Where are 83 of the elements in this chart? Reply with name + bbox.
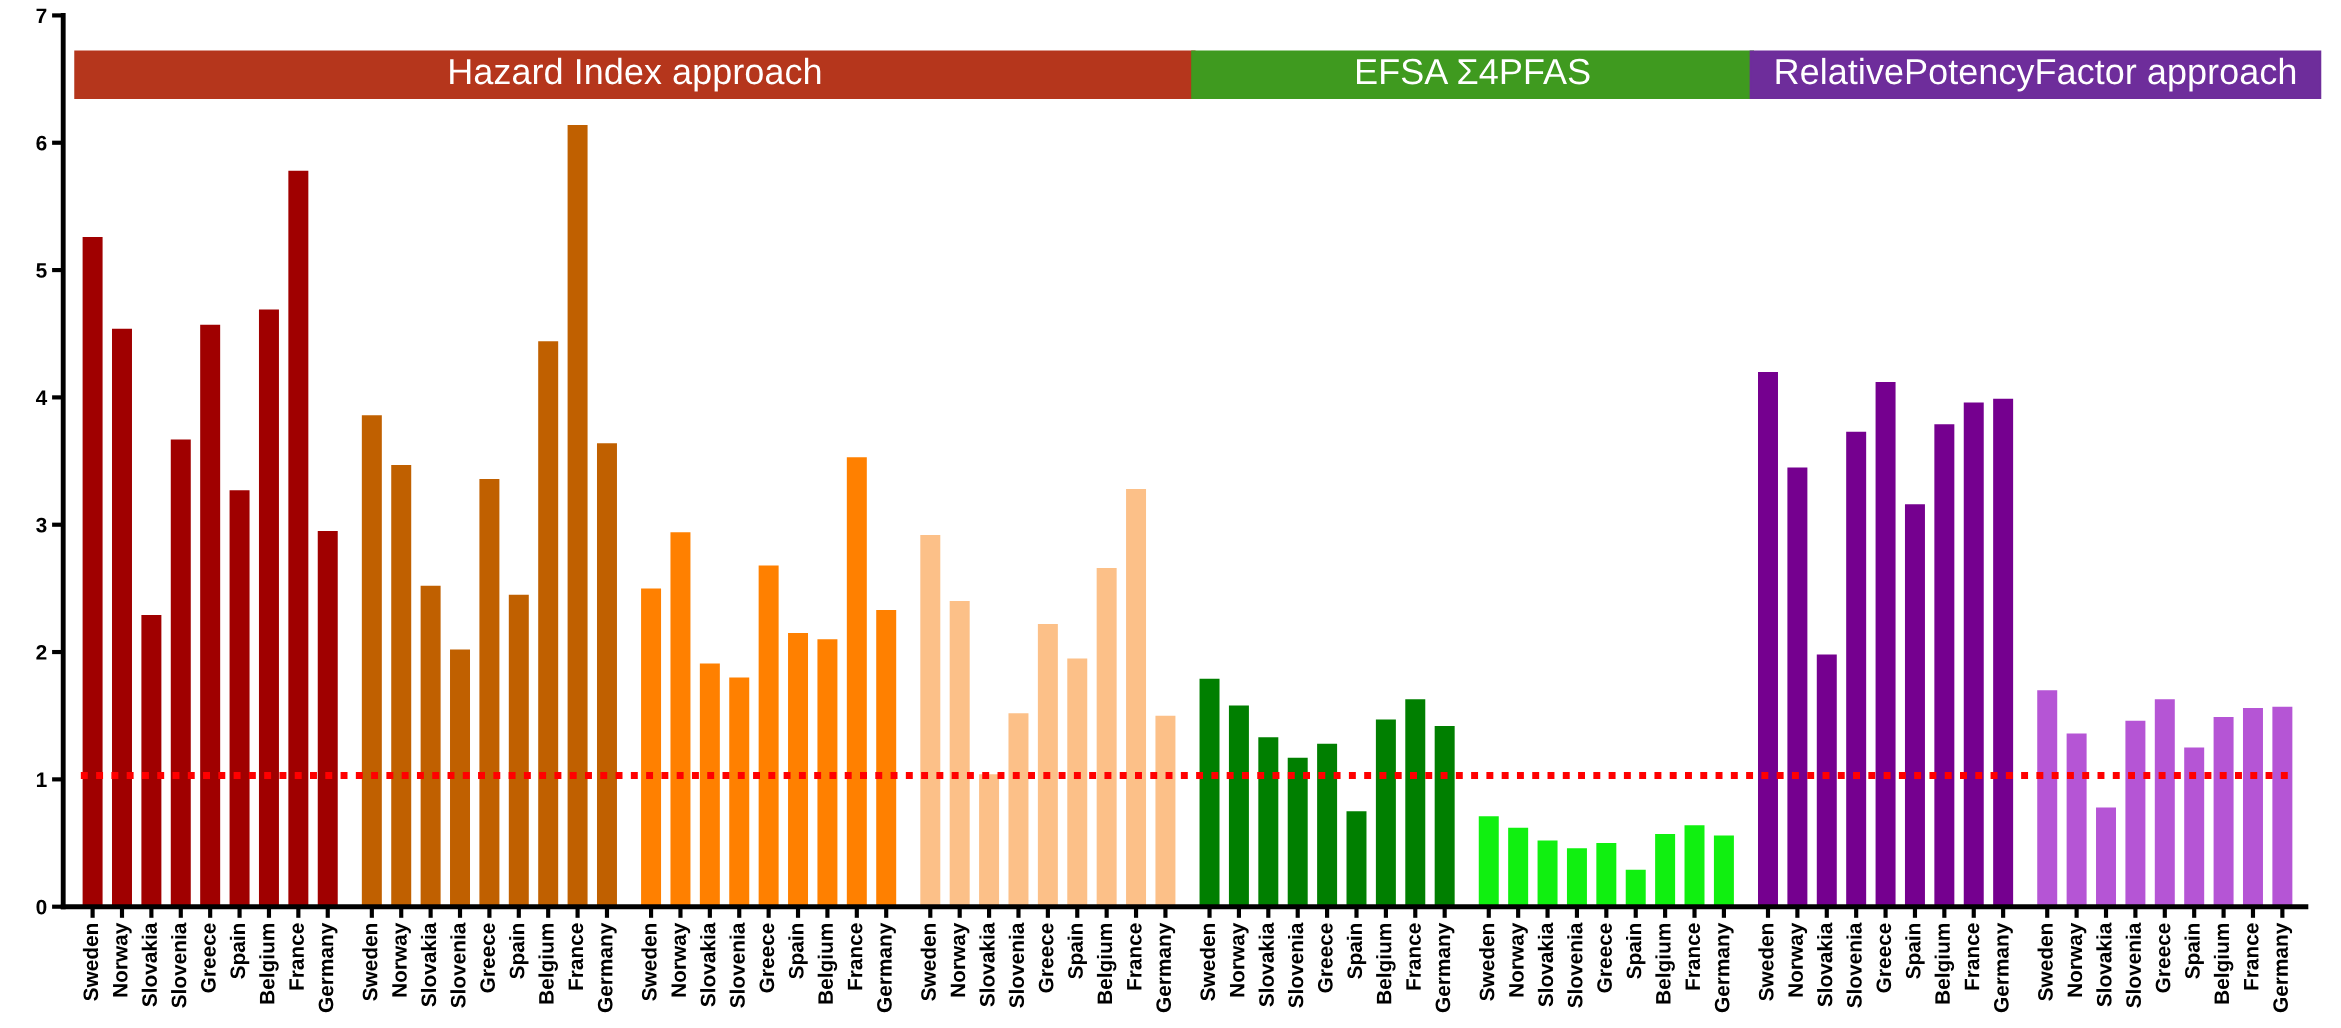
x-tick-label: Slovakia (1817, 922, 1833, 1007)
x-tick-label: Slovenia (1846, 922, 1862, 1008)
x-tick-label: Norway (671, 922, 691, 997)
x-tick-label: France (847, 923, 863, 990)
x-tick-label: Slovakia (979, 922, 995, 1007)
x-tick-label: France (1685, 923, 1701, 990)
x-tick-label: Sweden (2037, 923, 2053, 1001)
y-tick-label: 7 (36, 8, 47, 23)
x-tick-label: Slovakia (1258, 922, 1274, 1007)
x-tick-label: Slovakia (1537, 922, 1554, 1007)
x-tick-label: Belgium (817, 923, 838, 1004)
x-tick-label: Slovakia (141, 922, 157, 1007)
y-tick-label: 2 (36, 645, 47, 660)
y-tick-label: 4 (35, 390, 48, 405)
y-tick-label: 3 (36, 517, 47, 533)
x-tick-label: Slovakia (700, 922, 716, 1007)
x-tick-label: France (568, 923, 584, 990)
x-tick-label: Norway (950, 922, 970, 997)
x-tick-label: Germany (2273, 922, 2293, 1013)
x-tick-label: Slovenia (2125, 922, 2141, 1008)
x-tick-label: Slovakia (2096, 922, 2112, 1007)
x-tick-label: Spain (788, 923, 808, 979)
x-tick-label: Greece (1317, 923, 1333, 993)
x-tick-label: Slovenia (171, 922, 187, 1008)
x-tick-label: Slovenia (1008, 922, 1025, 1008)
x-tick-label: Sweden (82, 923, 99, 1001)
x-tick-label: Slovenia (729, 922, 745, 1008)
x-tick-label: Greece (1876, 923, 1892, 993)
x-tick-label: Belgium (1096, 923, 1117, 1004)
x-tick-label: Norway (2067, 922, 2087, 997)
x-tick-label: Norway (392, 922, 411, 997)
x-tick-label: Slovakia (420, 922, 437, 1007)
x-tick-label: Germany (877, 922, 896, 1013)
x-tick-label: Belgium (1655, 923, 1675, 1004)
x-tick-label: Spain (2184, 923, 2204, 979)
annotation: EFSA Σ4PFAS (1357, 58, 1590, 85)
x-tick-label: Germany (1156, 922, 1176, 1013)
x-tick-label: Belgium (2213, 923, 2234, 1004)
x-tick-label: France (2244, 923, 2259, 990)
x-tick-label: Spain (1346, 923, 1367, 979)
x-tick-label: Germany (1435, 922, 1455, 1013)
x-tick-label: Spain (1626, 923, 1646, 979)
x-tick-label: Belgium (1934, 923, 1955, 1004)
annotation: Hazard Index approach (450, 57, 821, 92)
x-tick-label: Greece (1597, 923, 1612, 993)
x-tick-label: Germany (1714, 922, 1734, 1013)
x-tick-label: Norway (113, 922, 132, 997)
x-tick-label: Spain (1067, 923, 1087, 979)
x-tick-label: France (1406, 923, 1421, 990)
x-tick-label: France (289, 923, 304, 990)
x-tick-label: Spain (509, 923, 529, 979)
x-tick-label: Belgium (538, 923, 558, 1004)
x-tick-label: Sweden (1479, 923, 1495, 1001)
x-tick-label: Slovenia (1288, 922, 1304, 1008)
y-tick-label: 6 (36, 135, 47, 151)
x-tick-label: Belgium (1376, 923, 1396, 1004)
x-tick-label: Germany (318, 922, 338, 1013)
x-tick-label: Spain (229, 923, 250, 979)
x-tick-label: Germany (1993, 922, 2013, 1013)
x-tick-label: Slovenia (450, 922, 466, 1008)
x-tick-label: Slovenia (1567, 922, 1583, 1008)
x-tick-label: Greece (759, 923, 775, 993)
y-tick-label: 5 (36, 263, 47, 278)
x-tick-label: Norway (1788, 922, 1808, 997)
annotation: RelativePotencyFactor approach (1776, 57, 2296, 92)
x-tick-label: Sweden (641, 923, 657, 1001)
x-tick-label: Greece (480, 923, 495, 993)
x-tick-label: Greece (201, 923, 216, 993)
x-tick-label: Spain (1905, 923, 1925, 979)
x-tick-label: France (1964, 923, 1980, 990)
x-tick-label: Sweden (1199, 923, 1216, 1001)
y-tick-label: 0 (36, 899, 47, 915)
x-tick-label: Germany (597, 922, 617, 1013)
x-tick-label: Sweden (920, 923, 936, 1001)
x-tick-label: Sweden (362, 923, 378, 1001)
x-tick-label: Greece (2155, 923, 2171, 993)
x-tick-label: Sweden (1758, 923, 1774, 1001)
x-tick-label: Norway (1509, 922, 1528, 997)
x-tick-label: Belgium (259, 923, 279, 1004)
y-tick-label: 1 (36, 772, 47, 787)
x-tick-label: Norway (1229, 922, 1249, 997)
x-tick-label: France (1127, 923, 1142, 990)
x-tick-label: Greece (1038, 923, 1054, 993)
